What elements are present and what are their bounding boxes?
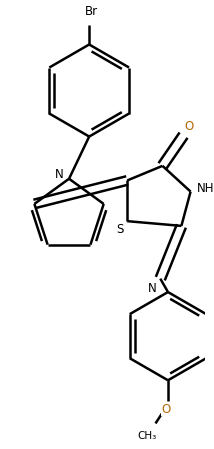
Text: NH: NH: [197, 182, 214, 195]
Text: N: N: [148, 282, 157, 295]
Text: CH₃: CH₃: [137, 431, 156, 441]
Text: Br: Br: [85, 5, 98, 18]
Text: N: N: [55, 168, 64, 181]
Text: O: O: [185, 120, 194, 133]
Text: S: S: [116, 223, 123, 236]
Text: O: O: [161, 403, 171, 416]
